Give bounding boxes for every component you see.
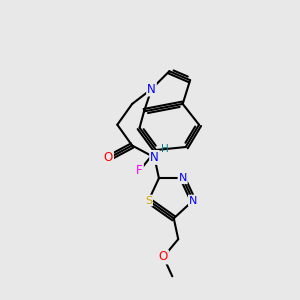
Text: S: S (145, 196, 152, 206)
Text: F: F (136, 164, 143, 177)
Text: O: O (159, 250, 168, 263)
Text: N: N (147, 82, 156, 96)
Text: N: N (150, 151, 159, 164)
Text: O: O (104, 151, 113, 164)
Text: N: N (178, 173, 187, 183)
Text: H: H (161, 143, 169, 154)
Text: N: N (189, 196, 197, 206)
